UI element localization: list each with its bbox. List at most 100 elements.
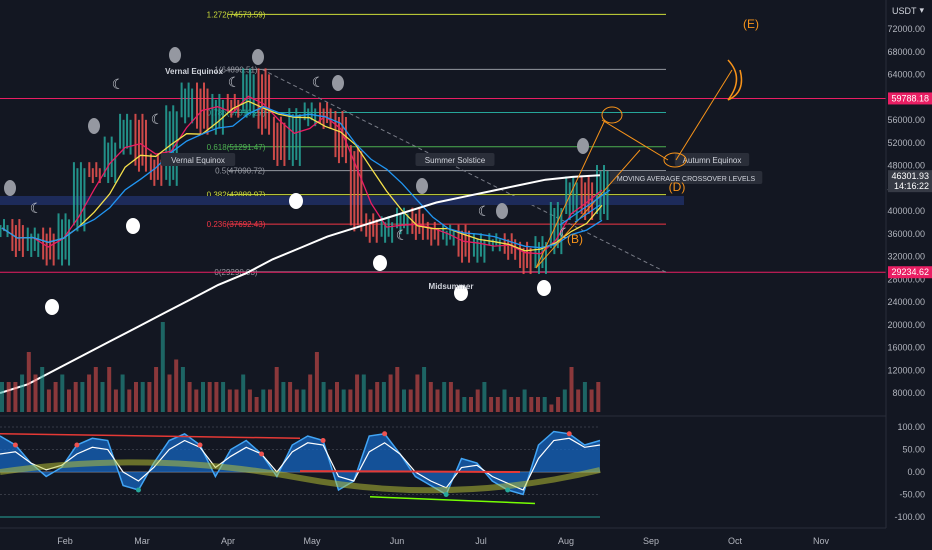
price-series bbox=[0, 68, 609, 394]
x-axis: Feb Mar Apr May Jun Jul Aug Sep Oct Nov bbox=[0, 527, 886, 546]
price-tag-label: 46301.93 bbox=[891, 171, 929, 181]
volume-bar bbox=[180, 367, 185, 412]
volume-bar bbox=[408, 389, 413, 412]
fib-label: 0.618(51291.47) bbox=[207, 143, 266, 152]
candle bbox=[295, 108, 298, 160]
y-tick-label: 24000.00 bbox=[887, 297, 925, 307]
candle bbox=[587, 176, 590, 214]
crescent-moon-icon: ☾ bbox=[151, 111, 164, 127]
price-tag bbox=[888, 170, 932, 183]
currency-selector[interactable]: USDT ▾ bbox=[892, 5, 924, 16]
volume-bar bbox=[46, 389, 51, 412]
candle bbox=[126, 113, 129, 149]
annotation-box bbox=[674, 153, 750, 166]
fib-label: 0.382(42889.97) bbox=[207, 191, 266, 200]
candle bbox=[257, 68, 260, 129]
volume-bar bbox=[301, 389, 306, 412]
candle bbox=[452, 230, 455, 246]
volume-bar bbox=[201, 382, 205, 412]
candle bbox=[544, 242, 547, 275]
moon-phase-icon bbox=[496, 203, 508, 219]
price-tag bbox=[888, 180, 932, 193]
fib-levels: 1.272(74573.59) 1(64890.51) 0.786(57310.27… bbox=[0, 10, 886, 277]
osc-tick-label: -50.00 bbox=[899, 490, 925, 500]
volume-bar bbox=[435, 389, 440, 412]
candle bbox=[337, 117, 340, 164]
candle bbox=[91, 168, 94, 184]
price-tag-label: 14:16:22 bbox=[894, 181, 929, 191]
crescent-moon-icon: ☾ bbox=[396, 227, 409, 243]
osc-red-trend bbox=[299, 470, 521, 473]
volume-bar bbox=[87, 374, 92, 412]
volume-bar bbox=[402, 389, 406, 412]
candle bbox=[288, 108, 291, 160]
candle bbox=[264, 68, 267, 129]
y-tick-label: 40000.00 bbox=[887, 206, 925, 216]
ma-fast-line bbox=[1, 95, 603, 255]
volume-bar bbox=[154, 367, 159, 412]
volume-bar bbox=[462, 397, 467, 412]
volume-bar bbox=[321, 382, 326, 412]
candle bbox=[249, 68, 252, 112]
volume-bar bbox=[167, 374, 172, 412]
x-tick-label: Aug bbox=[558, 536, 574, 546]
candle bbox=[483, 239, 486, 263]
wave-circle bbox=[601, 106, 623, 124]
candle bbox=[449, 224, 452, 240]
volume-bar bbox=[355, 374, 360, 412]
candle bbox=[206, 88, 209, 135]
candle bbox=[252, 74, 255, 118]
volume-bar bbox=[33, 374, 38, 412]
candle bbox=[88, 162, 91, 178]
annotation-label: Vernal Equinox bbox=[165, 67, 223, 76]
candle bbox=[519, 241, 522, 269]
candle bbox=[165, 105, 168, 180]
candle bbox=[211, 93, 214, 129]
volume-bar bbox=[562, 389, 567, 412]
osc-green-trend bbox=[369, 496, 536, 505]
candle bbox=[479, 233, 482, 257]
x-tick-label: Jul bbox=[475, 536, 487, 546]
candle bbox=[184, 88, 187, 124]
candle bbox=[153, 159, 156, 186]
osc-signal-dot bbox=[443, 492, 449, 497]
volume-bar bbox=[395, 367, 400, 412]
candle bbox=[144, 119, 147, 172]
candle bbox=[334, 111, 337, 158]
y-tick-label: 20000.00 bbox=[887, 320, 925, 330]
y-tick-label: 56000.00 bbox=[887, 115, 925, 125]
candle bbox=[391, 222, 394, 243]
volume-bar bbox=[422, 367, 427, 412]
candle bbox=[433, 221, 436, 240]
volume-bar bbox=[174, 359, 179, 412]
candle bbox=[237, 99, 240, 118]
volume-bar bbox=[489, 397, 494, 412]
candle bbox=[396, 207, 398, 229]
x-tick-label: Mar bbox=[134, 536, 150, 546]
candle bbox=[283, 122, 286, 166]
full-moon-icon bbox=[289, 193, 303, 209]
fib-label: 0.786(57310.27) bbox=[207, 109, 266, 118]
candle bbox=[226, 93, 229, 112]
candle bbox=[57, 213, 60, 260]
candle bbox=[418, 207, 421, 234]
candle bbox=[187, 82, 190, 118]
candle bbox=[514, 239, 517, 260]
candle bbox=[430, 227, 433, 246]
candle bbox=[537, 242, 540, 275]
candle bbox=[83, 168, 86, 232]
volume-bar bbox=[442, 382, 447, 412]
volume-bar bbox=[542, 397, 547, 412]
ma-slow-line bbox=[1, 105, 603, 249]
volume-bar bbox=[53, 382, 58, 412]
wave-label: (E) bbox=[743, 17, 759, 31]
candle bbox=[191, 88, 194, 124]
candle bbox=[322, 108, 325, 129]
fib-label: 0.5(47090.72) bbox=[215, 167, 265, 176]
osc-signal-dot bbox=[320, 438, 326, 443]
candle bbox=[319, 102, 322, 123]
y-tick-label: 64000.00 bbox=[887, 70, 925, 80]
volume-bar bbox=[495, 397, 500, 412]
candle bbox=[472, 233, 475, 257]
